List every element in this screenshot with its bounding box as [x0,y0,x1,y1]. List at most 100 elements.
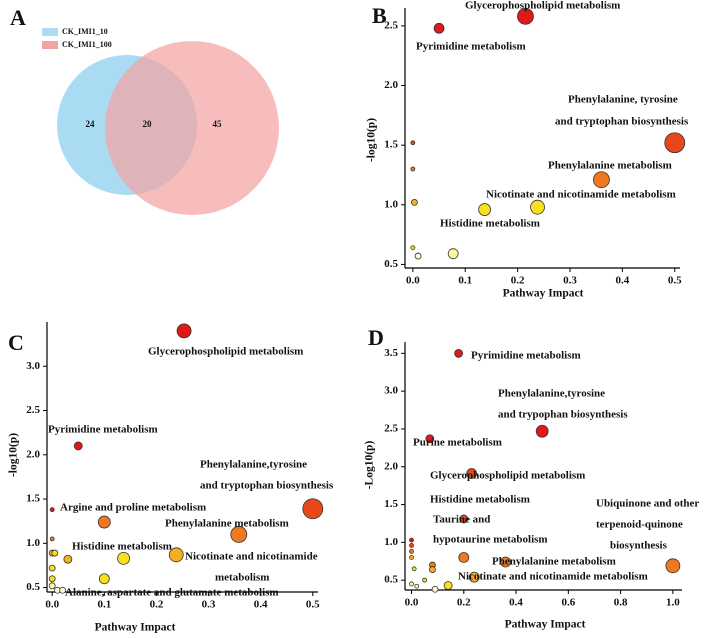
y-tick-label: 1.0 [384,536,398,548]
bubble [176,323,192,339]
bubble [433,22,445,34]
bubble [429,566,436,573]
bubble [535,424,549,438]
bubble [48,582,56,590]
y-tick-label: 1.5 [26,493,40,505]
x-tick-label: 0.5 [668,275,682,287]
pathway-label: metabolism [215,572,269,584]
bubble [409,542,414,548]
x-tick-label: 0.3 [563,275,577,287]
pathway-label: Alanine, aspartate and glutamate metabol… [65,587,279,599]
x-axis-title: Pathway Impact [95,622,176,634]
y-axis-title: -log10(p) [8,433,20,477]
x-tick-label: 0.2 [150,599,164,611]
bubble [478,203,492,216]
bubble [466,468,478,479]
y-tick-label: 1.0 [384,198,398,210]
x-tick-label: 0.6 [561,597,575,609]
y-tick-label: 2.0 [26,448,40,460]
bubble [97,515,111,529]
bubble [414,583,420,589]
x-tick-label: 0.2 [457,597,471,609]
bubble [409,581,414,587]
bubble [48,564,56,572]
x-tick-label: 0.0 [406,275,420,287]
legend-label: CK_IMI1_10 [62,27,108,36]
y-tick-label: 2.0 [384,460,398,472]
bubble [410,166,416,172]
pathway-label: Nicotinate and nicotinamide metabolism [458,571,648,583]
pathway-label: Purine metabolism [413,437,502,449]
bubble [117,551,131,565]
bubble [411,199,418,206]
pathway-label: hypotaurine metabolism [433,534,548,546]
bubble [458,552,470,563]
y-tick-label: 1.0 [26,537,40,549]
bubble [411,566,417,572]
x-tick-label: 0.2 [511,275,525,287]
pathway-label: Histidine metabolism [440,218,540,230]
pathway-label: Phenylalanine,tyrosine [200,459,307,471]
legend-swatch [42,28,58,36]
x-tick-label: 0.4 [254,599,268,611]
y-tick-label: 2.5 [384,422,398,434]
bubble [49,507,55,513]
bubble [454,348,463,358]
pathway-label: Pyrimidine metabolism [416,41,526,53]
pathway-label: biosynthesis [610,540,668,552]
x-axis-title: Pathway Impact [503,288,584,300]
bubble [414,252,422,260]
bubble [410,140,416,146]
panel-letter: D [368,325,384,350]
y-tick-label: 1.5 [384,139,398,151]
bubble [73,441,83,451]
bubble [593,171,610,189]
x-tick-label: 0.1 [458,275,472,287]
y-tick-label: 2.5 [26,404,40,416]
bubble [500,556,512,568]
bubble [459,514,469,524]
bubble [48,575,56,583]
bubble [98,573,110,585]
bubble [49,536,55,542]
bubble [517,7,534,25]
pathway-label: Phenylalanine metabolism [548,160,672,172]
bubble [410,245,416,251]
pathway-label: Histidine metabolism [430,494,530,506]
pathway-label: Pyrimidine metabolism [48,424,158,436]
pathway-label: Phenylalanine metabolism [492,556,616,568]
venn-count: 45 [213,119,223,129]
bubble [230,526,248,543]
bubble [409,549,414,554]
y-axis-title: -log10(p) [366,118,378,162]
bubble [302,498,324,520]
bubble [51,549,59,557]
x-tick-label: 0.8 [614,597,628,609]
bubble [468,571,480,583]
bubble [431,585,439,593]
pathway-label: and tryptophan biosynthesis [555,116,689,128]
venn-set [105,41,279,215]
y-tick-label: 2.5 [384,19,398,31]
y-tick-label: 3.0 [26,360,40,372]
y-tick-label: 0.5 [26,581,40,593]
x-axis-title: Pathway Impact [505,619,586,631]
pathway-label: Pyrimidine metabolism [471,350,581,362]
legend-swatch [42,41,58,49]
venn-count: 24 [86,119,96,129]
pathway-label: Glycerophospholipid metabolism [465,0,620,12]
y-tick-label: 3.5 [384,347,398,359]
x-tick-label: 0.0 [45,599,59,611]
y-tick-label: 3.0 [384,385,398,397]
panel-letter: B [372,3,387,28]
x-tick-label: 0.5 [306,599,320,611]
bubble [665,558,681,574]
pathway-label: Taurine and [433,514,490,526]
x-tick-label: 0.0 [405,597,419,609]
pathway-label: Nicotinate and nicotinamide metabolism [486,189,676,201]
bubble [447,248,459,260]
bubble [63,554,73,564]
bubble [422,577,427,583]
pathway-label: Nicotinate and nicotinamide [185,551,318,563]
bubble [59,586,67,594]
